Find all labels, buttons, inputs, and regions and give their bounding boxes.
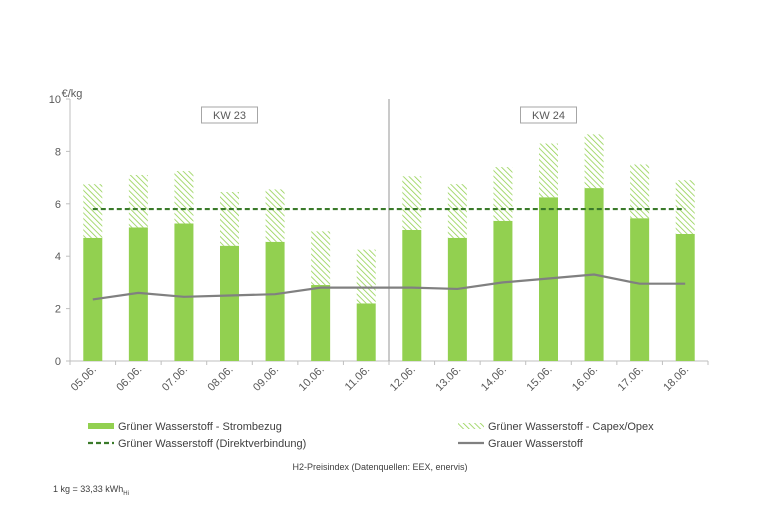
bars: [83, 134, 695, 361]
x-tick-label: 18.06.: [661, 364, 691, 394]
line-grauer-wasserstoff: [92, 273, 686, 301]
x-tick-label: 09.06.: [251, 364, 281, 394]
x-tick-label: 13.06.: [433, 364, 463, 394]
x-tick-label: 16.06.: [570, 364, 600, 394]
bar-strombezug: [174, 223, 194, 361]
x-tick-label: 17.06.: [616, 364, 646, 394]
footnote-subscript: Hi: [123, 491, 129, 497]
x-tick-label: 14.06.: [479, 364, 509, 394]
bar-capex-opex: [356, 249, 376, 304]
y-tick-label: 10: [49, 94, 61, 106]
bar-strombezug: [493, 220, 513, 361]
bar-capex-opex: [493, 167, 513, 221]
y-tick-label: 2: [55, 304, 61, 316]
x-tick-label: 12.06.: [388, 364, 418, 394]
bar-capex-opex: [584, 134, 604, 189]
y-tick-label: 0: [55, 356, 61, 368]
x-tick-label: 07.06.: [160, 364, 190, 394]
legend-label: Grüner Wasserstoff - Strombezug: [118, 421, 282, 433]
x-tick-label: 08.06.: [206, 364, 236, 394]
y-tick-label: 8: [55, 146, 61, 158]
bar-capex-opex: [83, 184, 103, 238]
x-tick-label: 05.06.: [69, 364, 99, 394]
bar-capex-opex: [675, 180, 695, 234]
axes: [66, 98, 709, 365]
group-label-box: [201, 106, 258, 124]
bar-strombezug: [220, 245, 239, 361]
y-tick-label: 4: [55, 251, 61, 263]
bar-strombezug: [630, 218, 650, 361]
legend: Grüner Wasserstoff - Strombezug Grüner Wa…: [88, 421, 654, 450]
y-axis-label: €/kg: [62, 88, 83, 100]
bar-capex-opex: [311, 231, 331, 286]
legend-swatch-strombezug: [88, 423, 114, 429]
group-label-box: [520, 106, 577, 124]
x-tick-label: 06.06.: [114, 364, 144, 394]
legend-label: Grüner Wasserstoff (Direktverbindung): [118, 438, 306, 450]
bar-capex-opex: [447, 184, 467, 238]
bar-capex-opex: [539, 143, 558, 198]
bar-strombezug: [402, 230, 422, 361]
bar-strombezug: [311, 285, 331, 361]
bar-capex-opex: [128, 174, 148, 228]
legend-swatch-capex-opex: [458, 423, 484, 429]
x-tick-label: 15.06.: [525, 364, 555, 394]
bar-capex-opex: [220, 192, 239, 246]
group-label: KW 24: [532, 110, 565, 122]
chart-caption: H2-Preisindex (Datenquellen: EEX, enervi…: [292, 462, 467, 472]
y-tick-label: 6: [55, 199, 61, 211]
x-tick-label: 10.06.: [297, 364, 327, 394]
group-label: KW 23: [213, 110, 246, 122]
bar-capex-opex: [402, 176, 422, 230]
bar-strombezug: [675, 233, 695, 361]
bar-strombezug: [356, 303, 376, 361]
bar-strombezug: [265, 241, 285, 361]
bar-capex-opex: [174, 171, 194, 224]
footnote: 1 kg = 33,33 kWhHi: [53, 484, 129, 497]
series-lines: [92, 207, 686, 301]
bar-capex-opex: [630, 164, 650, 219]
bar-capex-opex: [265, 189, 285, 242]
legend-label: Grauer Wasserstoff: [488, 438, 584, 450]
bar-strombezug: [128, 227, 148, 361]
bar-strombezug: [447, 237, 467, 361]
x-tick-label: 11.06.: [343, 364, 373, 394]
legend-label: Grüner Wasserstoff - Capex/Opex: [488, 421, 654, 433]
